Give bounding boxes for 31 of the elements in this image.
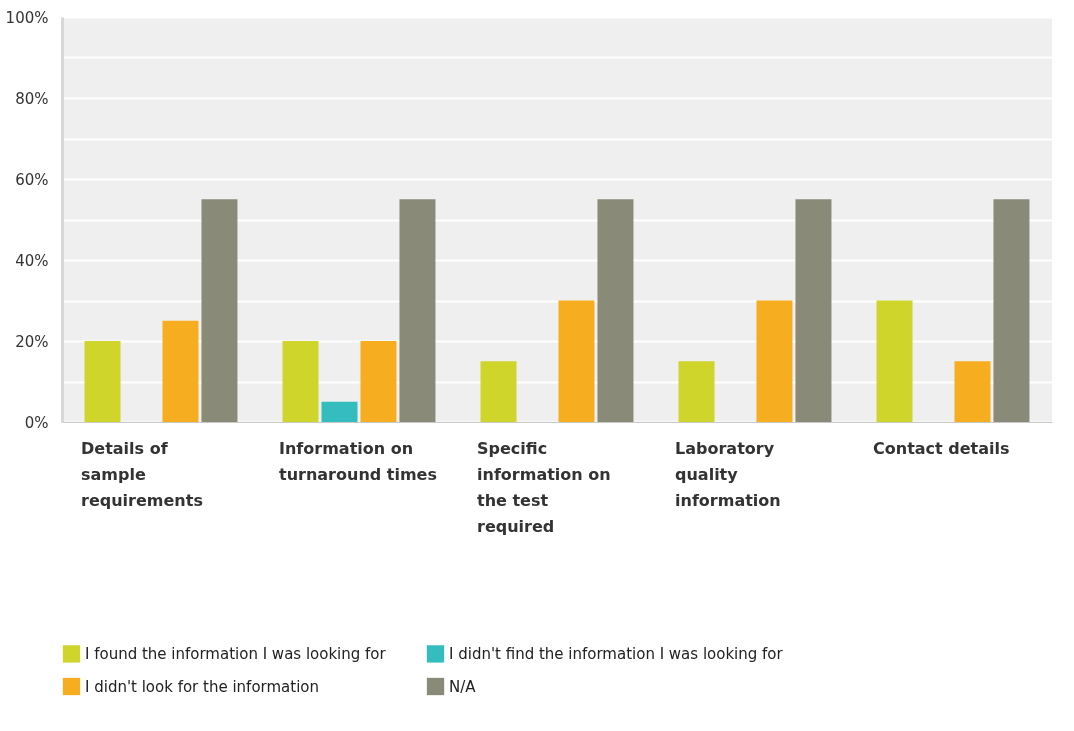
bar — [993, 199, 1030, 422]
y-tick-label: 20% — [15, 332, 49, 351]
x-tick-label: Contact details — [873, 438, 1010, 458]
bar — [360, 341, 397, 422]
y-tick-label: 0% — [24, 413, 49, 432]
bar — [954, 361, 991, 422]
y-tick-label: 100% — [5, 8, 49, 27]
bar — [480, 361, 517, 422]
bar — [282, 341, 319, 422]
bar — [558, 300, 595, 422]
legend-label: N/A — [449, 677, 477, 696]
bar — [678, 361, 715, 422]
x-tick-label: Specific information on the test required — [477, 438, 611, 536]
x-tick-label: Details of sample requirements — [81, 438, 203, 510]
bar — [201, 199, 238, 422]
bar — [756, 300, 793, 422]
bar — [597, 199, 634, 422]
y-tick-label: 80% — [15, 89, 49, 108]
legend-label: I found the information I was looking for — [85, 644, 387, 663]
y-tick-label: 60% — [15, 170, 49, 189]
x-tick-label: Information on turnaround times — [279, 438, 437, 484]
x-tick-label: Laboratory quality information — [675, 438, 781, 510]
bar — [795, 199, 832, 422]
bar — [399, 199, 436, 422]
bar — [84, 341, 121, 422]
legend-label: I didn't look for the information — [85, 677, 320, 696]
legend-label: I didn't find the information I was looking for — [449, 644, 784, 663]
y-tick-label: 40% — [15, 251, 49, 270]
bar — [162, 320, 199, 422]
bar — [876, 300, 913, 422]
bar — [321, 401, 358, 422]
